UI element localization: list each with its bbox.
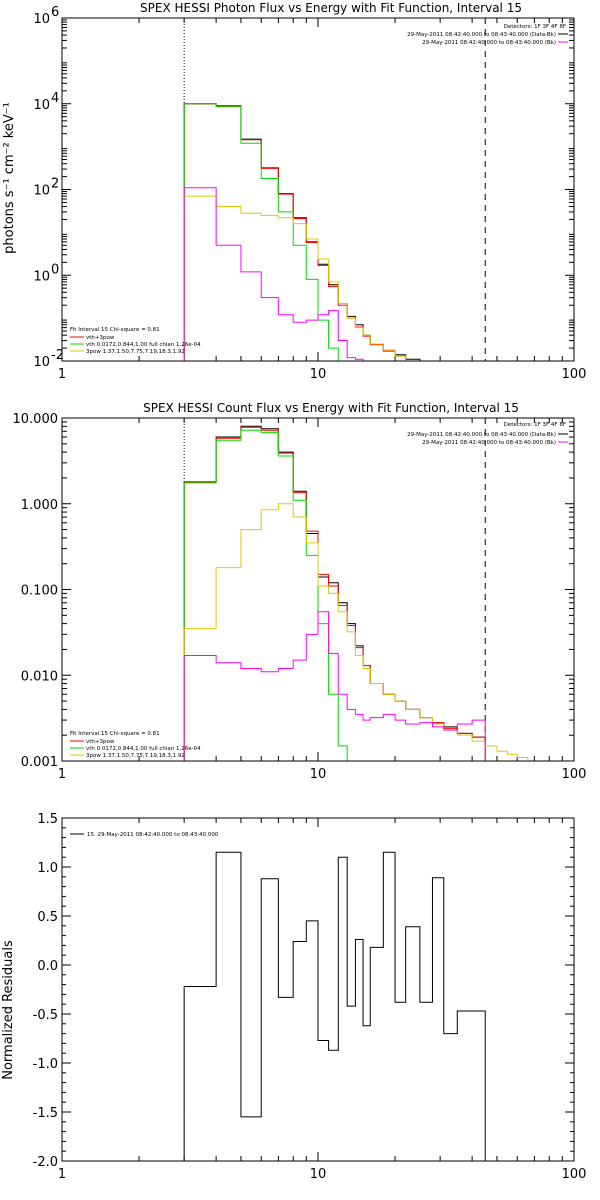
- residuals-y-tick-label: -1.0: [33, 1057, 58, 1072]
- count-flux-y-tick-label: 0.001: [21, 755, 58, 770]
- count-flux-legend-bk-label: 29-May-2011 08:42:40.000 to 08:43:40.000…: [422, 440, 556, 446]
- photon-flux-y-tick-label: 10: [33, 12, 50, 27]
- count-flux-title: SPEX HESSI Count Flux vs Energy with Fit…: [143, 401, 519, 415]
- photon-flux-y-tick-label: 10: [33, 184, 50, 199]
- count-flux-tail-series-ddcc00: [485, 745, 547, 762]
- photon-flux-ylabel: photons s⁻¹ cm⁻² keV⁻¹: [2, 102, 17, 254]
- photon-flux-x-tick-label: 100: [562, 367, 587, 382]
- count-flux-fit-yellow-label: 3pow 1.37,1.50,7.75,7.19,18.3,1.92: [86, 753, 185, 759]
- count-flux-ticks: 1 10 100 0.001 0.010 0.100 1.000 10.000: [13, 412, 587, 782]
- count-flux-series: [183, 425, 547, 762]
- photon-flux-series-00dd00: [183, 103, 486, 362]
- count-flux-fit-header: Fit Interval 15 Chi-square = 0.81: [70, 731, 160, 737]
- photon-flux-y-tick-exponent: 4: [51, 91, 59, 106]
- photon-flux-y-tick-exponent: 6: [51, 5, 59, 20]
- count-flux-legend-bottom: Fit Interval 15 Chi-square = 0.81 vth+3p…: [70, 731, 201, 759]
- photon-flux-legend-top: Detectors: 1F 3F 4F 8F 29-May-2011 08:42…: [407, 24, 568, 46]
- photon-flux-series: [183, 103, 510, 362]
- count-flux-series-ff0000: [183, 426, 486, 761]
- residuals-y-tick-label: -1.5: [33, 1106, 58, 1121]
- photon-flux-plot-frame: [61, 17, 575, 362]
- photon-flux-x-tick-label: 1: [58, 367, 66, 382]
- count-flux-fit-red-label: vth+3pow: [86, 739, 115, 745]
- count-flux-y-tick-label: 10.000: [13, 412, 59, 427]
- photon-flux-reference-lines: [183, 18, 486, 361]
- residuals-x-tick-label: 10: [310, 1167, 327, 1182]
- residuals-legend-label: 15. 29-May-2011 08:42:40.000 to 08:43:40…: [87, 832, 219, 838]
- residuals-ticks: 1 10 100 -2.0 -1.5 -1.0 -0.5 0.0 0.5 1.0 1.5: [33, 812, 587, 1182]
- residuals-y-tick-label: 1.5: [37, 812, 58, 827]
- count-flux-series-ff00ff: [183, 611, 486, 761]
- count-flux-series-ddcc00: [183, 503, 486, 761]
- residuals-panel: Normalized Residuals 1 10 100 -2.0 -1.5 -1.0 -…: [1, 812, 586, 1182]
- residuals-x-tick-label: 1: [58, 1167, 66, 1182]
- count-flux-legend-header: Detectors: 1F 3F 4F 8F: [504, 422, 566, 428]
- photon-flux-y-tick-exponent: 0: [51, 262, 59, 277]
- photon-flux-legend-bk-label: 29-May-2011 08:42:40.000 to 08:43:40.000…: [422, 40, 556, 46]
- count-flux-fit-green-label: vth 0.0172,0.844,1.00 full chian 1.26e-0…: [86, 746, 201, 752]
- count-flux-y-tick-label: 1.000: [21, 498, 58, 513]
- count-flux-legend-data-label: 29-May-2011 08:42:40.000 to 08:43:40.000…: [407, 432, 556, 438]
- residuals-plot-frame: [61, 817, 575, 1162]
- residuals-y-tick-label: -2.0: [33, 1155, 58, 1170]
- photon-flux-series-ff0000: [183, 103, 486, 362]
- photon-flux-legend-header: Detectors: 1F 3F 4F 8F: [504, 24, 566, 30]
- residuals-y-tick-label: 1.0: [37, 861, 58, 876]
- count-flux-panel: SPEX HESSI Count Flux vs Energy with Fit…: [13, 401, 587, 782]
- count-flux-x-tick-label: 1: [58, 767, 66, 782]
- count-flux-y-tick-label: 0.100: [21, 584, 58, 599]
- photon-flux-y-tick-label: 10: [33, 269, 50, 284]
- count-flux-legend-top: Detectors: 1F 3F 4F 8F 29-May-2011 08:42…: [407, 422, 568, 446]
- residuals-legend: 15. 29-May-2011 08:42:40.000 to 08:43:40…: [70, 832, 219, 838]
- photon-flux-fit-green-label: vth 0.0172,0.844,1.00 full chian 1.26e-0…: [86, 342, 201, 348]
- photon-flux-y-tick-exponent: -2: [51, 348, 64, 363]
- count-flux-x-tick-label: 10: [310, 767, 327, 782]
- photon-flux-legend-bottom: Fit Interval 15 Chi-square = 0.81 vth+3p…: [70, 327, 201, 355]
- count-flux-series-00dd00: [183, 429, 486, 762]
- photon-flux-series-000000: [183, 103, 486, 362]
- photon-flux-fit-red-label: vth+3pow: [86, 335, 115, 341]
- count-flux-y-tick-label: 0.010: [21, 669, 58, 684]
- photon-flux-y-tick-exponent: 2: [51, 177, 59, 192]
- photon-flux-title: SPEX HESSI Photon Flux vs Energy with Fi…: [140, 1, 522, 15]
- residuals-ylabel: Normalized Residuals: [1, 940, 16, 1080]
- count-flux-reference-lines: [183, 418, 486, 761]
- photon-flux-series-ddcc00: [183, 195, 486, 362]
- photon-flux-panel: SPEX HESSI Photon Flux vs Energy with Fi…: [2, 1, 586, 382]
- residuals-series: [183, 851, 486, 1161]
- photon-flux-y-tick-label: 10: [33, 355, 50, 370]
- photon-flux-fit-yellow-label: 3pow 1.37,1.50,7.75,7.19,18.3,1.92: [86, 349, 185, 355]
- residuals-y-tick-label: 0.5: [37, 910, 58, 925]
- count-flux-x-tick-label: 100: [562, 767, 587, 782]
- photon-flux-x-tick-label: 10: [310, 367, 327, 382]
- residuals-y-tick-label: -0.5: [33, 1008, 58, 1023]
- residuals-x-tick-label: 100: [562, 1167, 587, 1182]
- photon-flux-series-ff00ff: [183, 187, 486, 362]
- photon-flux-legend-data-label: 29-May-2011 08:42:40.000 to 08:43:40.000…: [407, 32, 556, 38]
- photon-flux-y-tick-label: 10: [33, 98, 50, 113]
- residuals-series-000000: [183, 851, 486, 1161]
- residuals-y-tick-label: 0.0: [37, 959, 58, 974]
- count-flux-plot-frame: [61, 417, 575, 762]
- photon-flux-fit-header: Fit Interval 15 Chi-square = 0.81: [70, 327, 160, 333]
